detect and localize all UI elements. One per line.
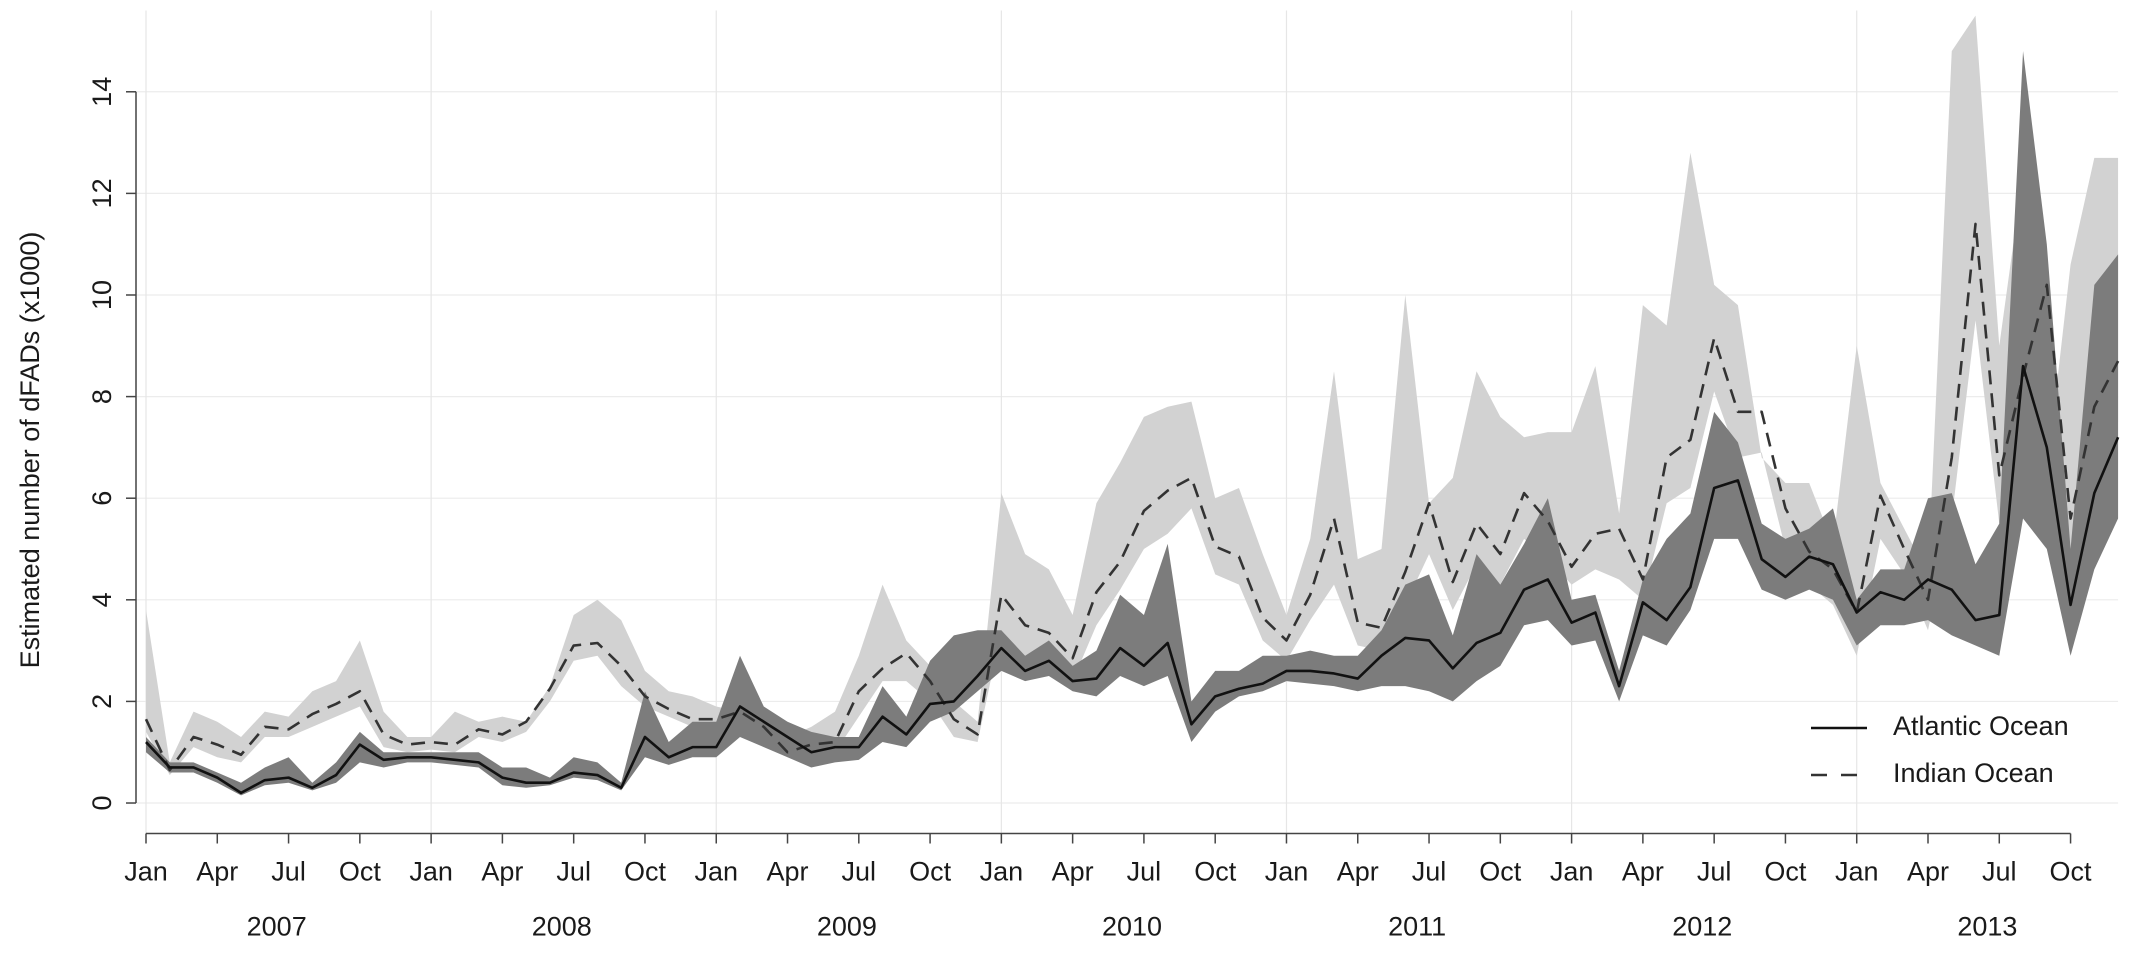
- x-tick-label: Apr: [767, 857, 809, 887]
- x-tick-label: Oct: [1194, 857, 1237, 887]
- x-tick-label: Jan: [980, 857, 1024, 887]
- x-tick-label: Oct: [1479, 857, 1522, 887]
- x-tick-label: Apr: [1052, 857, 1094, 887]
- x-tick-label: Oct: [1764, 857, 1807, 887]
- y-tick-label: 8: [87, 389, 117, 404]
- x-tick-label: Oct: [624, 857, 667, 887]
- legend-label: Indian Ocean: [1893, 758, 2054, 788]
- y-tick-label: 14: [87, 77, 117, 107]
- x-tick-label: Apr: [196, 857, 238, 887]
- year-label: 2012: [1672, 912, 1732, 942]
- x-tick-label: Jul: [1697, 857, 1732, 887]
- confidence-band: [146, 15, 2119, 776]
- year-label: 2008: [532, 912, 592, 942]
- x-tick-label: Jan: [694, 857, 738, 887]
- x-tick-label: Oct: [909, 857, 952, 887]
- year-label: 2013: [1957, 912, 2017, 942]
- x-tick-label: Jul: [1982, 857, 2017, 887]
- x-tick-label: Jul: [556, 857, 591, 887]
- y-tick-label: 10: [87, 280, 117, 310]
- x-tick-label: Jan: [1265, 857, 1309, 887]
- x-tick-label: Jan: [124, 857, 168, 887]
- year-label: 2009: [817, 912, 877, 942]
- x-tick-label: Jul: [1412, 857, 1447, 887]
- legend-label: Atlantic Ocean: [1893, 711, 2069, 741]
- y-tick-label: 2: [87, 694, 117, 709]
- year-label: 2011: [1388, 912, 1446, 942]
- x-tick-label: Jan: [409, 857, 453, 887]
- x-tick-label: Oct: [339, 857, 382, 887]
- y-axis-label: Estimated number of dFADs (x1000): [15, 232, 45, 669]
- x-tick-label: Apr: [1337, 857, 1379, 887]
- x-tick-label: Jul: [1127, 857, 1162, 887]
- line: [145, 364, 2120, 795]
- x-tick-label: Apr: [481, 857, 523, 887]
- year-label: 2010: [1102, 912, 1162, 942]
- x-tick-label: Apr: [1622, 857, 1664, 887]
- x-tick-label: Jul: [842, 857, 877, 887]
- year-label: 2007: [247, 912, 307, 942]
- x-tick-label: Oct: [2050, 857, 2093, 887]
- x-tick-label: Jan: [1835, 857, 1879, 887]
- x-tick-label: Jul: [271, 857, 306, 887]
- confidence-band: [146, 51, 2119, 796]
- x-tick-label: Apr: [1907, 857, 1949, 887]
- x-tick-label: Jan: [1550, 857, 1594, 887]
- y-tick-label: 4: [87, 592, 117, 607]
- y-tick-label: 12: [87, 178, 117, 208]
- y-tick-label: 6: [87, 491, 117, 506]
- y-tick-label: 0: [87, 796, 117, 811]
